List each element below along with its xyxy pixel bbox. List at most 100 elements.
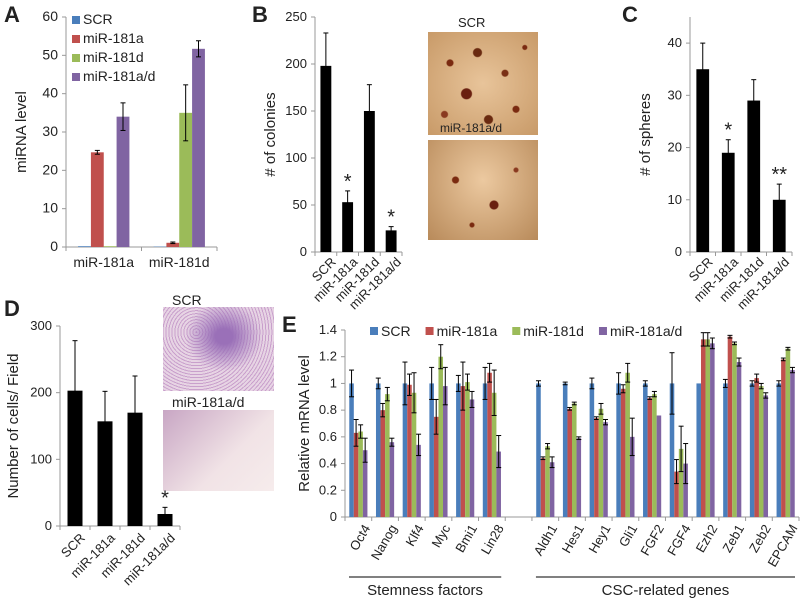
legend-label: miR-181d: [523, 323, 584, 339]
x-tick-label: Zeb2: [746, 522, 774, 555]
bar: [166, 242, 180, 247]
y-tick-label: 1.4: [319, 322, 337, 337]
bar: [103, 246, 117, 247]
bar: [465, 382, 470, 517]
bar: [496, 451, 501, 517]
y-tick-label: 0: [675, 244, 682, 259]
x-tick-label: Nanog: [368, 522, 400, 563]
bar: [772, 199, 786, 252]
x-tick-label: FGF4: [664, 522, 694, 558]
bar: [363, 111, 375, 252]
bar: [545, 446, 550, 517]
x-tick-label: miR-181a: [73, 254, 134, 270]
y-tick-label: 1: [330, 375, 337, 390]
bar: [97, 421, 113, 526]
bar: [407, 384, 412, 517]
bar: [78, 246, 91, 247]
y-tick-label: 0.6: [319, 429, 337, 444]
panel-label-c: C: [622, 2, 638, 27]
bar: [375, 383, 381, 517]
bar: [576, 438, 582, 517]
significance-marker: **: [771, 164, 787, 186]
bar: [385, 230, 397, 252]
y-tick-label: 50: [42, 46, 58, 62]
y-tick-label: 40: [42, 85, 58, 101]
colony-photo-mir181ad: [428, 140, 538, 240]
x-tick-label: Gli1: [616, 522, 641, 550]
bar: [433, 416, 439, 517]
bar: [487, 372, 492, 517]
bar: [700, 339, 706, 517]
significance-marker: *: [161, 487, 169, 509]
bar: [705, 339, 711, 517]
colony-photo-scr: [428, 32, 538, 135]
legend-swatch: [72, 54, 80, 62]
y-tick-label: 0: [45, 518, 52, 533]
bar: [320, 65, 332, 252]
legend-swatch: [72, 16, 80, 24]
bar: [598, 408, 604, 517]
bar: [443, 386, 448, 517]
y-tick-label: 40: [668, 35, 682, 50]
x-tick-label: miR-181d: [149, 254, 210, 270]
bar: [736, 362, 742, 517]
y-tick-label: 20: [668, 140, 682, 155]
panel-label-a: A: [4, 2, 20, 27]
bar: [179, 112, 193, 247]
y-tick-label: 30: [42, 123, 58, 139]
bar: [127, 412, 143, 526]
bar: [723, 383, 728, 517]
bar: [438, 356, 444, 517]
legend-label: miR-181a/d: [83, 68, 155, 84]
bar: [469, 399, 475, 517]
bar: [385, 394, 390, 517]
legend-swatch: [425, 327, 434, 335]
bar: [652, 394, 657, 517]
bar: [353, 432, 359, 517]
bar: [696, 69, 710, 252]
legend-swatch: [370, 327, 378, 335]
bar: [411, 392, 417, 517]
bar: [732, 343, 737, 517]
bar: [67, 390, 83, 526]
panel-label-b: B: [252, 2, 268, 27]
legend-label: miR-181a: [437, 323, 498, 339]
y-axis-title: miRNA level: [13, 91, 30, 173]
legend-label: SCR: [83, 11, 113, 27]
y-tick-label: 10: [42, 200, 58, 216]
y-axis-title: Number of cells/ Field: [5, 353, 22, 498]
y-tick-label: 100: [285, 150, 307, 165]
significance-marker: *: [344, 171, 352, 193]
bar: [785, 348, 791, 517]
y-tick-label: 20: [42, 161, 58, 177]
bar: [747, 100, 761, 252]
photo-label-d-scr: SCR: [172, 292, 202, 308]
x-tick-label: Klf4: [402, 522, 426, 549]
photo-label-b-scr: SCR: [458, 15, 486, 30]
y-axis-title: Relative mRNA level: [296, 355, 313, 492]
y-tick-label: 60: [42, 8, 58, 24]
invasion-photo-scr: [163, 307, 274, 391]
y-tick-label: 250: [285, 9, 307, 24]
bar: [362, 450, 368, 517]
bar: [656, 415, 662, 517]
bar: [402, 383, 408, 517]
bar: [380, 410, 386, 517]
bar: [749, 383, 755, 517]
legend-label: SCR: [381, 323, 411, 339]
bar: [192, 48, 205, 247]
y-tick-label: 200: [285, 56, 307, 71]
bar: [116, 116, 130, 248]
bar: [647, 398, 653, 517]
bar: [416, 444, 421, 517]
bar: [754, 378, 759, 517]
y-axis-title: # of colonies: [262, 92, 279, 176]
y-tick-label: 0.8: [319, 402, 337, 417]
bar: [620, 388, 626, 517]
bar: [721, 152, 735, 252]
y-tick-label: 200: [30, 385, 52, 400]
bar: [643, 383, 648, 517]
photo-label-d-mir181ad: miR-181a/d: [172, 394, 245, 410]
